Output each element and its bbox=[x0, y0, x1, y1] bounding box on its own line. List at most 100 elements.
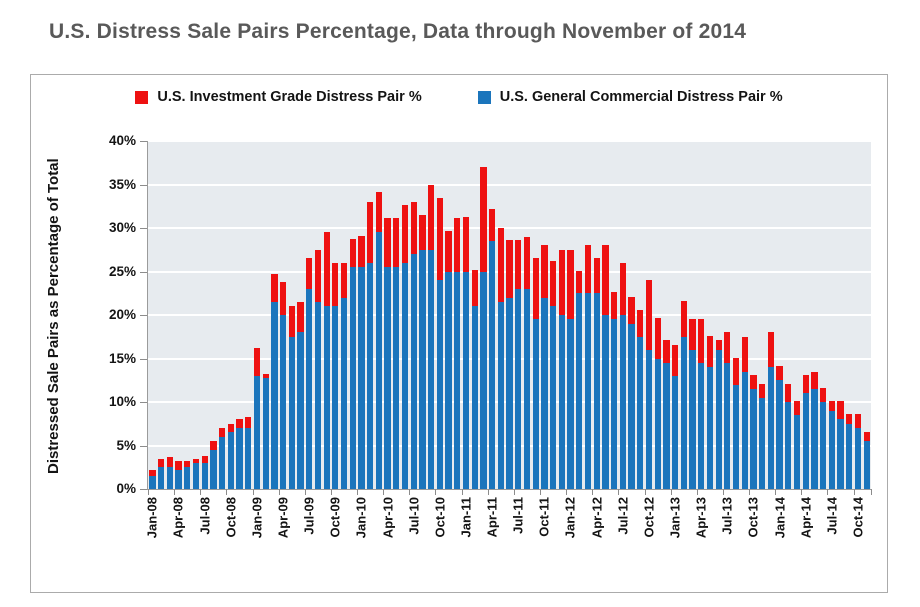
bar-general-commercial bbox=[367, 262, 374, 489]
y-tick-label: 0% bbox=[116, 481, 136, 496]
x-tick-mark bbox=[871, 489, 872, 495]
bar-investment-grade bbox=[279, 281, 287, 315]
bar-general-commercial bbox=[332, 306, 339, 489]
bar-general-commercial bbox=[515, 288, 522, 489]
bar-investment-grade bbox=[306, 257, 313, 289]
bar-investment-grade bbox=[645, 280, 653, 350]
bar-investment-grade bbox=[480, 167, 487, 272]
x-tick-label: Jan-08 bbox=[144, 497, 160, 539]
bar-general-commercial bbox=[393, 267, 400, 489]
bar-general-commercial bbox=[454, 271, 461, 489]
bar-general-commercial bbox=[419, 249, 426, 489]
bar-investment-grade bbox=[497, 228, 504, 302]
bar-investment-grade bbox=[175, 461, 182, 470]
x-tick-label: Apr-13 bbox=[693, 497, 709, 539]
gridline bbox=[148, 183, 871, 186]
bar-investment-grade bbox=[837, 401, 844, 420]
x-tick-mark bbox=[592, 489, 594, 495]
y-tick-mark bbox=[140, 358, 147, 360]
bar-investment-grade bbox=[558, 249, 565, 315]
x-tick-label: Apr-10 bbox=[380, 497, 396, 539]
bar-investment-grade bbox=[340, 262, 348, 298]
x-tick-label: Apr-12 bbox=[589, 497, 605, 539]
bar-investment-grade bbox=[811, 371, 818, 389]
bar-investment-grade bbox=[846, 414, 853, 424]
x-tick-mark bbox=[566, 489, 568, 495]
bar-general-commercial bbox=[637, 336, 644, 489]
x-tick-mark bbox=[513, 489, 515, 495]
gridline bbox=[148, 227, 871, 229]
x-tick-mark bbox=[252, 489, 254, 495]
bar-general-commercial bbox=[471, 306, 478, 489]
x-tick-label: Jul-10 bbox=[406, 497, 422, 535]
x-tick-mark bbox=[670, 489, 672, 495]
bar-investment-grade bbox=[654, 318, 661, 359]
bar-investment-grade bbox=[576, 270, 583, 294]
x-tick-label: Jan-13 bbox=[667, 497, 683, 539]
bar-investment-grade bbox=[724, 331, 731, 363]
x-tick-mark bbox=[487, 489, 489, 495]
bar-general-commercial bbox=[654, 358, 661, 489]
x-tick-label: Apr-11 bbox=[484, 497, 500, 538]
bar-investment-grade bbox=[715, 340, 722, 350]
x-tick-mark bbox=[853, 489, 855, 495]
bar-investment-grade bbox=[245, 416, 252, 429]
y-tick-mark bbox=[140, 402, 147, 403]
bar-investment-grade bbox=[462, 216, 470, 272]
x-tick-mark bbox=[749, 489, 751, 495]
bar-investment-grade bbox=[393, 218, 400, 268]
bar-investment-grade bbox=[184, 461, 191, 468]
bar-general-commercial bbox=[201, 462, 208, 489]
x-tick-mark bbox=[226, 489, 228, 495]
x-tick-label: Apr-08 bbox=[170, 497, 186, 539]
bar-general-commercial bbox=[288, 336, 295, 489]
bar-general-commercial bbox=[558, 315, 565, 489]
y-tick-label: 35% bbox=[108, 176, 136, 192]
bar-investment-grade bbox=[262, 374, 269, 378]
bar-general-commercial bbox=[410, 254, 417, 489]
bar-general-commercial bbox=[340, 297, 348, 489]
bar-general-commercial bbox=[236, 428, 243, 489]
bar-general-commercial bbox=[166, 467, 173, 489]
bar-general-commercial bbox=[828, 410, 836, 489]
bar-general-commercial bbox=[271, 301, 278, 489]
bar-investment-grade bbox=[785, 383, 792, 402]
bar-investment-grade bbox=[358, 235, 365, 268]
bar-general-commercial bbox=[401, 262, 409, 489]
bar-investment-grade bbox=[863, 432, 870, 442]
bar-investment-grade bbox=[236, 419, 243, 429]
bar-general-commercial bbox=[645, 349, 653, 489]
bar-general-commercial bbox=[724, 362, 731, 489]
bar-general-commercial bbox=[523, 288, 531, 489]
x-tick-label: Jan-10 bbox=[353, 497, 369, 539]
bar-investment-grade bbox=[776, 366, 783, 381]
bar-general-commercial bbox=[227, 432, 234, 489]
bar-general-commercial bbox=[837, 419, 844, 489]
bar-general-commercial bbox=[210, 449, 217, 489]
bar-general-commercial bbox=[854, 428, 862, 489]
bar-investment-grade bbox=[384, 218, 391, 268]
x-tick-label: Apr-14 bbox=[798, 497, 814, 539]
bar-general-commercial bbox=[706, 367, 714, 489]
bar-general-commercial bbox=[436, 280, 444, 489]
x-tick-label: Oct-08 bbox=[223, 497, 239, 538]
bar-general-commercial bbox=[550, 306, 557, 489]
bar-general-commercial bbox=[802, 393, 809, 489]
y-tick-label: 25% bbox=[108, 263, 136, 279]
bar-general-commercial bbox=[619, 315, 626, 489]
bar-investment-grade bbox=[793, 401, 801, 416]
bar-general-commercial bbox=[279, 315, 287, 489]
bar-investment-grade bbox=[854, 414, 862, 429]
bar-general-commercial bbox=[149, 475, 156, 489]
chart-container: U.S. Investment Grade Distress Pair % U.… bbox=[30, 74, 888, 593]
plot-area: Jan-08 Apr-08 Jul-08 Oct-08 Jan-09 Apr-09 Jul-… bbox=[109, 133, 872, 538]
legend-swatch bbox=[477, 90, 491, 104]
bar-investment-grade bbox=[192, 458, 200, 463]
x-tick-mark bbox=[775, 489, 777, 495]
bar-investment-grade bbox=[602, 245, 609, 315]
x-tick-mark bbox=[304, 489, 306, 495]
bar-general-commercial bbox=[785, 402, 792, 489]
bar-investment-grade bbox=[732, 357, 740, 385]
bar-general-commercial bbox=[480, 271, 487, 489]
y-tick-mark bbox=[140, 184, 147, 186]
